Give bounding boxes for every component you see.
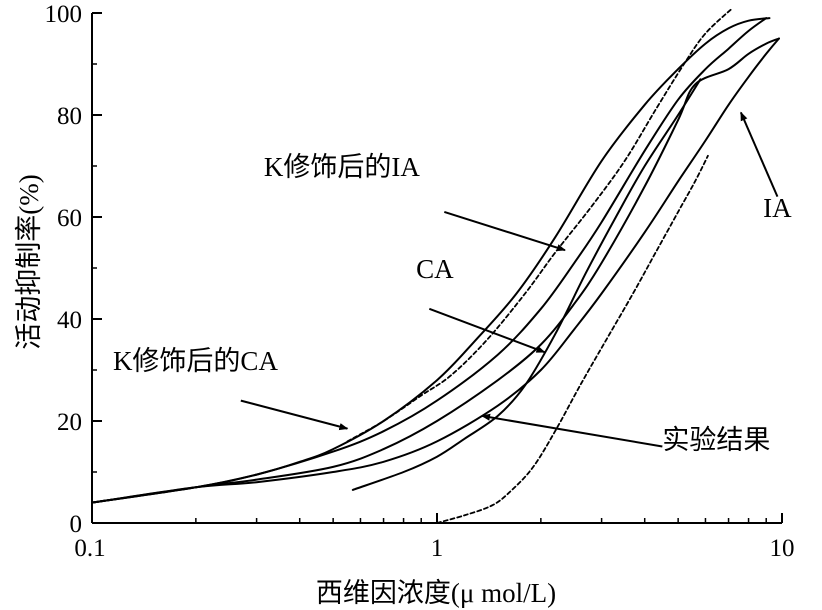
- y-ticks: 0 20 40 60 80 100: [45, 1, 102, 538]
- axes: 0.1 1 10 0 20 40 60 80 100: [45, 1, 795, 562]
- series-line-experiment: [351, 78, 702, 491]
- series-layer: [91, 7, 780, 524]
- x-axis-title: 西维因浓度(μ mol/L): [316, 578, 556, 608]
- y-tick-label: 60: [57, 205, 82, 232]
- series-line-fit-upper-dashed: [346, 7, 734, 443]
- y-axis-title: 活动抑制率(%): [14, 174, 44, 349]
- series-line-fit-lower-dashed: [436, 154, 709, 524]
- y-tick-label: 20: [57, 409, 82, 436]
- series-line-modified-CA: [91, 17, 768, 504]
- y-tick-label: 100: [45, 1, 83, 28]
- x-ticks: 0.1 1 10: [74, 513, 795, 562]
- y-tick-label: 0: [70, 511, 83, 538]
- series-line-IA: [91, 37, 780, 504]
- x-tick-label: 1: [431, 535, 444, 562]
- x-tick-label: 0.1: [74, 535, 105, 562]
- annotation-label: K修饰后的CA: [113, 346, 279, 376]
- x-tick-label: 10: [770, 535, 795, 562]
- annotation-arrow: [428, 307, 546, 354]
- series-line-CA: [91, 37, 780, 504]
- annotation-arrow: [739, 111, 779, 197]
- annotation-label: IA: [763, 193, 792, 223]
- annotation-arrow: [240, 399, 349, 431]
- y-tick-label: 80: [57, 103, 82, 130]
- annotation-label: CA: [416, 254, 454, 284]
- y-tick-label: 40: [57, 307, 82, 334]
- annotation-layer: K修饰后的IA CA K修饰后的CA 实验结果 IA: [113, 111, 792, 455]
- annotation-arrow: [444, 210, 566, 252]
- annotation-arrow: [481, 413, 663, 448]
- annotation-label: K修饰后的IA: [264, 152, 420, 182]
- annotation-label: 实验结果: [662, 425, 770, 455]
